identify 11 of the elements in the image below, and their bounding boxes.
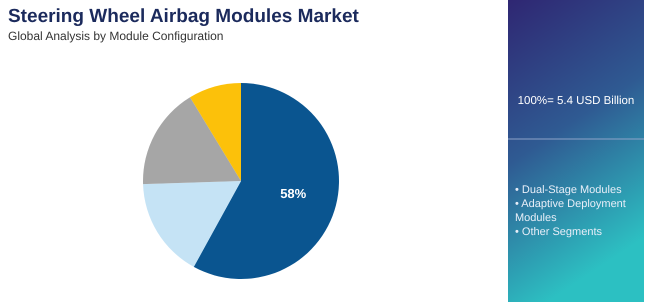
text: • Adaptive Deployment Modules <box>515 198 626 224</box>
text: 100%= 5.4 USD Billion <box>518 95 634 107</box>
pie-slice <box>194 83 339 279</box>
pie-slice <box>143 97 241 184</box>
text: • Dual-Stage Modules <box>515 184 622 196</box>
text: • Other Segments <box>515 226 602 238</box>
pie-slice <box>190 83 241 181</box>
pie-slice <box>143 181 241 267</box>
chart-title: Steering Wheel Airbag Modules Market <box>8 6 360 27</box>
chart-subtitle: Global Analysis by Module Configuration <box>8 29 224 43</box>
data-label: 58% <box>280 186 307 201</box>
